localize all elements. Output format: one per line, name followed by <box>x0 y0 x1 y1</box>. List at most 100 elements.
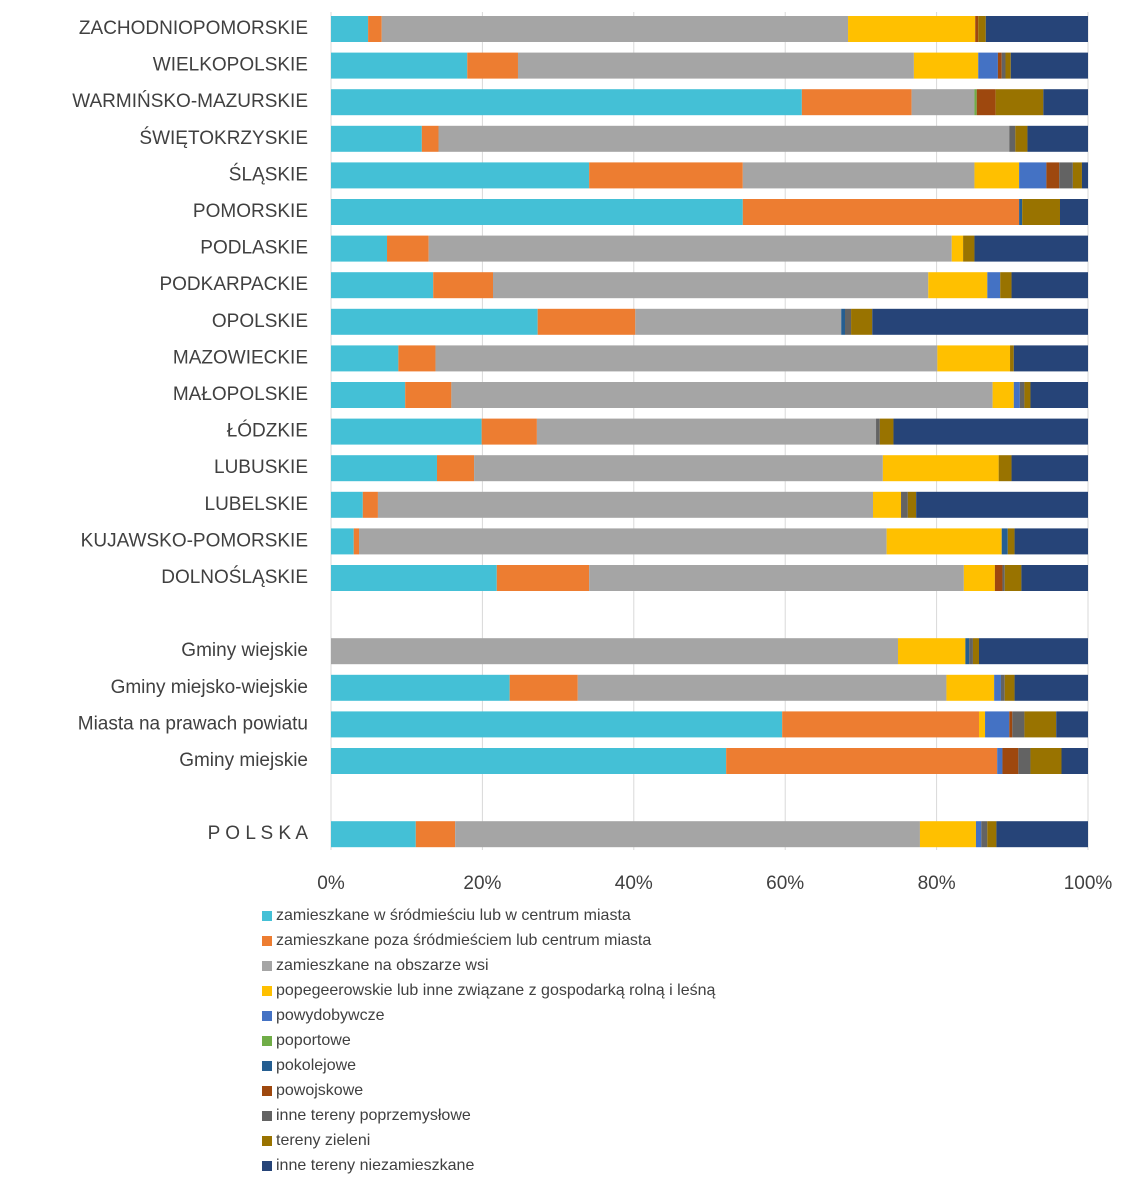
bar-segment <box>994 565 1003 591</box>
bar-segment <box>474 455 883 482</box>
legend-swatch <box>262 936 272 946</box>
bar-segment <box>985 16 1088 42</box>
bar-segment <box>974 162 1020 189</box>
bar-segment <box>1000 674 1005 701</box>
bar-segment <box>848 16 976 42</box>
bar-segment <box>946 674 995 701</box>
bar-segment <box>537 308 636 335</box>
legend-swatch <box>262 1086 272 1096</box>
bar-segment <box>1009 125 1016 152</box>
category-label: Miasta na prawach powiatu <box>78 713 308 734</box>
bar-segment <box>1010 345 1014 372</box>
bar-segment <box>976 89 996 116</box>
bar-segment <box>438 125 1010 152</box>
bar-segment <box>985 711 1010 738</box>
bar-segment <box>801 89 912 116</box>
bar-segment <box>331 162 590 189</box>
bar-segment <box>331 345 399 372</box>
category-label: ŚLĄSKIE <box>229 163 308 185</box>
bar-segment <box>428 235 952 262</box>
bar-segment <box>492 272 929 299</box>
category-label: Gminy miejskie <box>179 750 308 771</box>
bar-segment <box>893 418 1088 445</box>
bar-segment <box>951 235 964 262</box>
legend-swatch <box>262 1061 272 1071</box>
bar-segment <box>1014 528 1088 555</box>
bar-segment <box>1030 748 1062 774</box>
bar-segment <box>1043 89 1088 116</box>
bar-segment <box>974 89 977 116</box>
x-tick-label: 20% <box>463 873 501 894</box>
bar-segment <box>782 711 979 738</box>
bar-segment <box>1059 199 1088 225</box>
category-label: WIELKOPOLSKIE <box>153 55 308 76</box>
bar-segment <box>387 235 429 262</box>
bar-segment <box>415 821 456 848</box>
bar-segment <box>987 272 1001 299</box>
x-tick-label: 40% <box>615 873 653 894</box>
bar-segment <box>1000 272 1012 299</box>
legend-swatch <box>262 1111 272 1121</box>
legend-label: pokolejowe <box>276 1057 356 1074</box>
bar-segment <box>1001 528 1008 555</box>
bar-segment <box>1024 711 1057 738</box>
bar-segment <box>496 565 590 591</box>
bar-segment <box>331 528 354 555</box>
bar-segment <box>1009 711 1013 738</box>
bar-segment <box>381 16 849 42</box>
bar-segment <box>405 382 452 408</box>
legend-label: tereny zieleni <box>276 1132 370 1149</box>
bar-segment <box>331 52 468 79</box>
bar-segment <box>1002 565 1005 591</box>
legend-swatch <box>262 961 272 971</box>
category-label: MAŁOPOLSKIE <box>173 384 308 405</box>
bar-segment <box>969 638 973 665</box>
category-label: PODKARPACKIE <box>159 274 308 295</box>
bar-segment <box>978 638 1088 665</box>
bar-segment <box>1019 199 1023 225</box>
bar-segment <box>851 308 873 335</box>
bar-segment <box>1081 162 1088 189</box>
category-label: WARMIŃSKO-MAZURSKIE <box>72 91 308 112</box>
bar-segment <box>876 418 880 445</box>
bar-segment <box>1013 382 1020 408</box>
bar-segment <box>331 674 510 701</box>
bar-segment <box>1011 272 1088 299</box>
bar-segment <box>886 528 1002 555</box>
bar-segment <box>509 674 578 701</box>
bar-segment <box>331 235 388 262</box>
bar-segment <box>974 235 1088 262</box>
bar-segment <box>919 821 976 848</box>
bar-segment <box>995 89 1044 116</box>
bar-segment <box>907 491 917 518</box>
legend-label: popegeerowskie lub inne związane z gospo… <box>276 982 715 999</box>
category-label: POMORSKIE <box>193 201 308 222</box>
category-label: Gminy miejsko-wiejskie <box>111 677 308 698</box>
legend-label: poportowe <box>276 1032 351 1049</box>
bar-segment <box>331 711 783 738</box>
bar-segment <box>451 382 993 408</box>
bar-segment <box>398 345 436 372</box>
bar-segment <box>1021 565 1088 591</box>
legend-swatch <box>262 1011 272 1021</box>
bar-segment <box>845 308 852 335</box>
category-label: PODLASKIE <box>200 238 308 259</box>
bar-segment <box>928 272 988 299</box>
bar-segment <box>897 638 966 665</box>
legend-label: zamieszkane poza śródmieściem lub centru… <box>276 932 651 949</box>
bar-segment <box>963 235 975 262</box>
category-label: ŁÓDZKIE <box>227 420 308 442</box>
category-label: LUBUSKIE <box>214 457 308 478</box>
bar-segment <box>963 565 995 591</box>
bar-segment <box>1061 748 1088 774</box>
legend-swatch <box>262 1036 272 1046</box>
x-tick-label: 0% <box>317 873 345 894</box>
bar-segment <box>377 491 874 518</box>
category-label: ZACHODNIOPOMORSKIE <box>79 18 308 39</box>
bar-segment <box>331 491 363 518</box>
bar-segment <box>873 491 902 518</box>
bar-segment <box>978 52 998 79</box>
category-label: MAZOWIECKIE <box>173 347 308 368</box>
bar-segment <box>1001 52 1006 79</box>
bar-segment <box>1014 674 1088 701</box>
